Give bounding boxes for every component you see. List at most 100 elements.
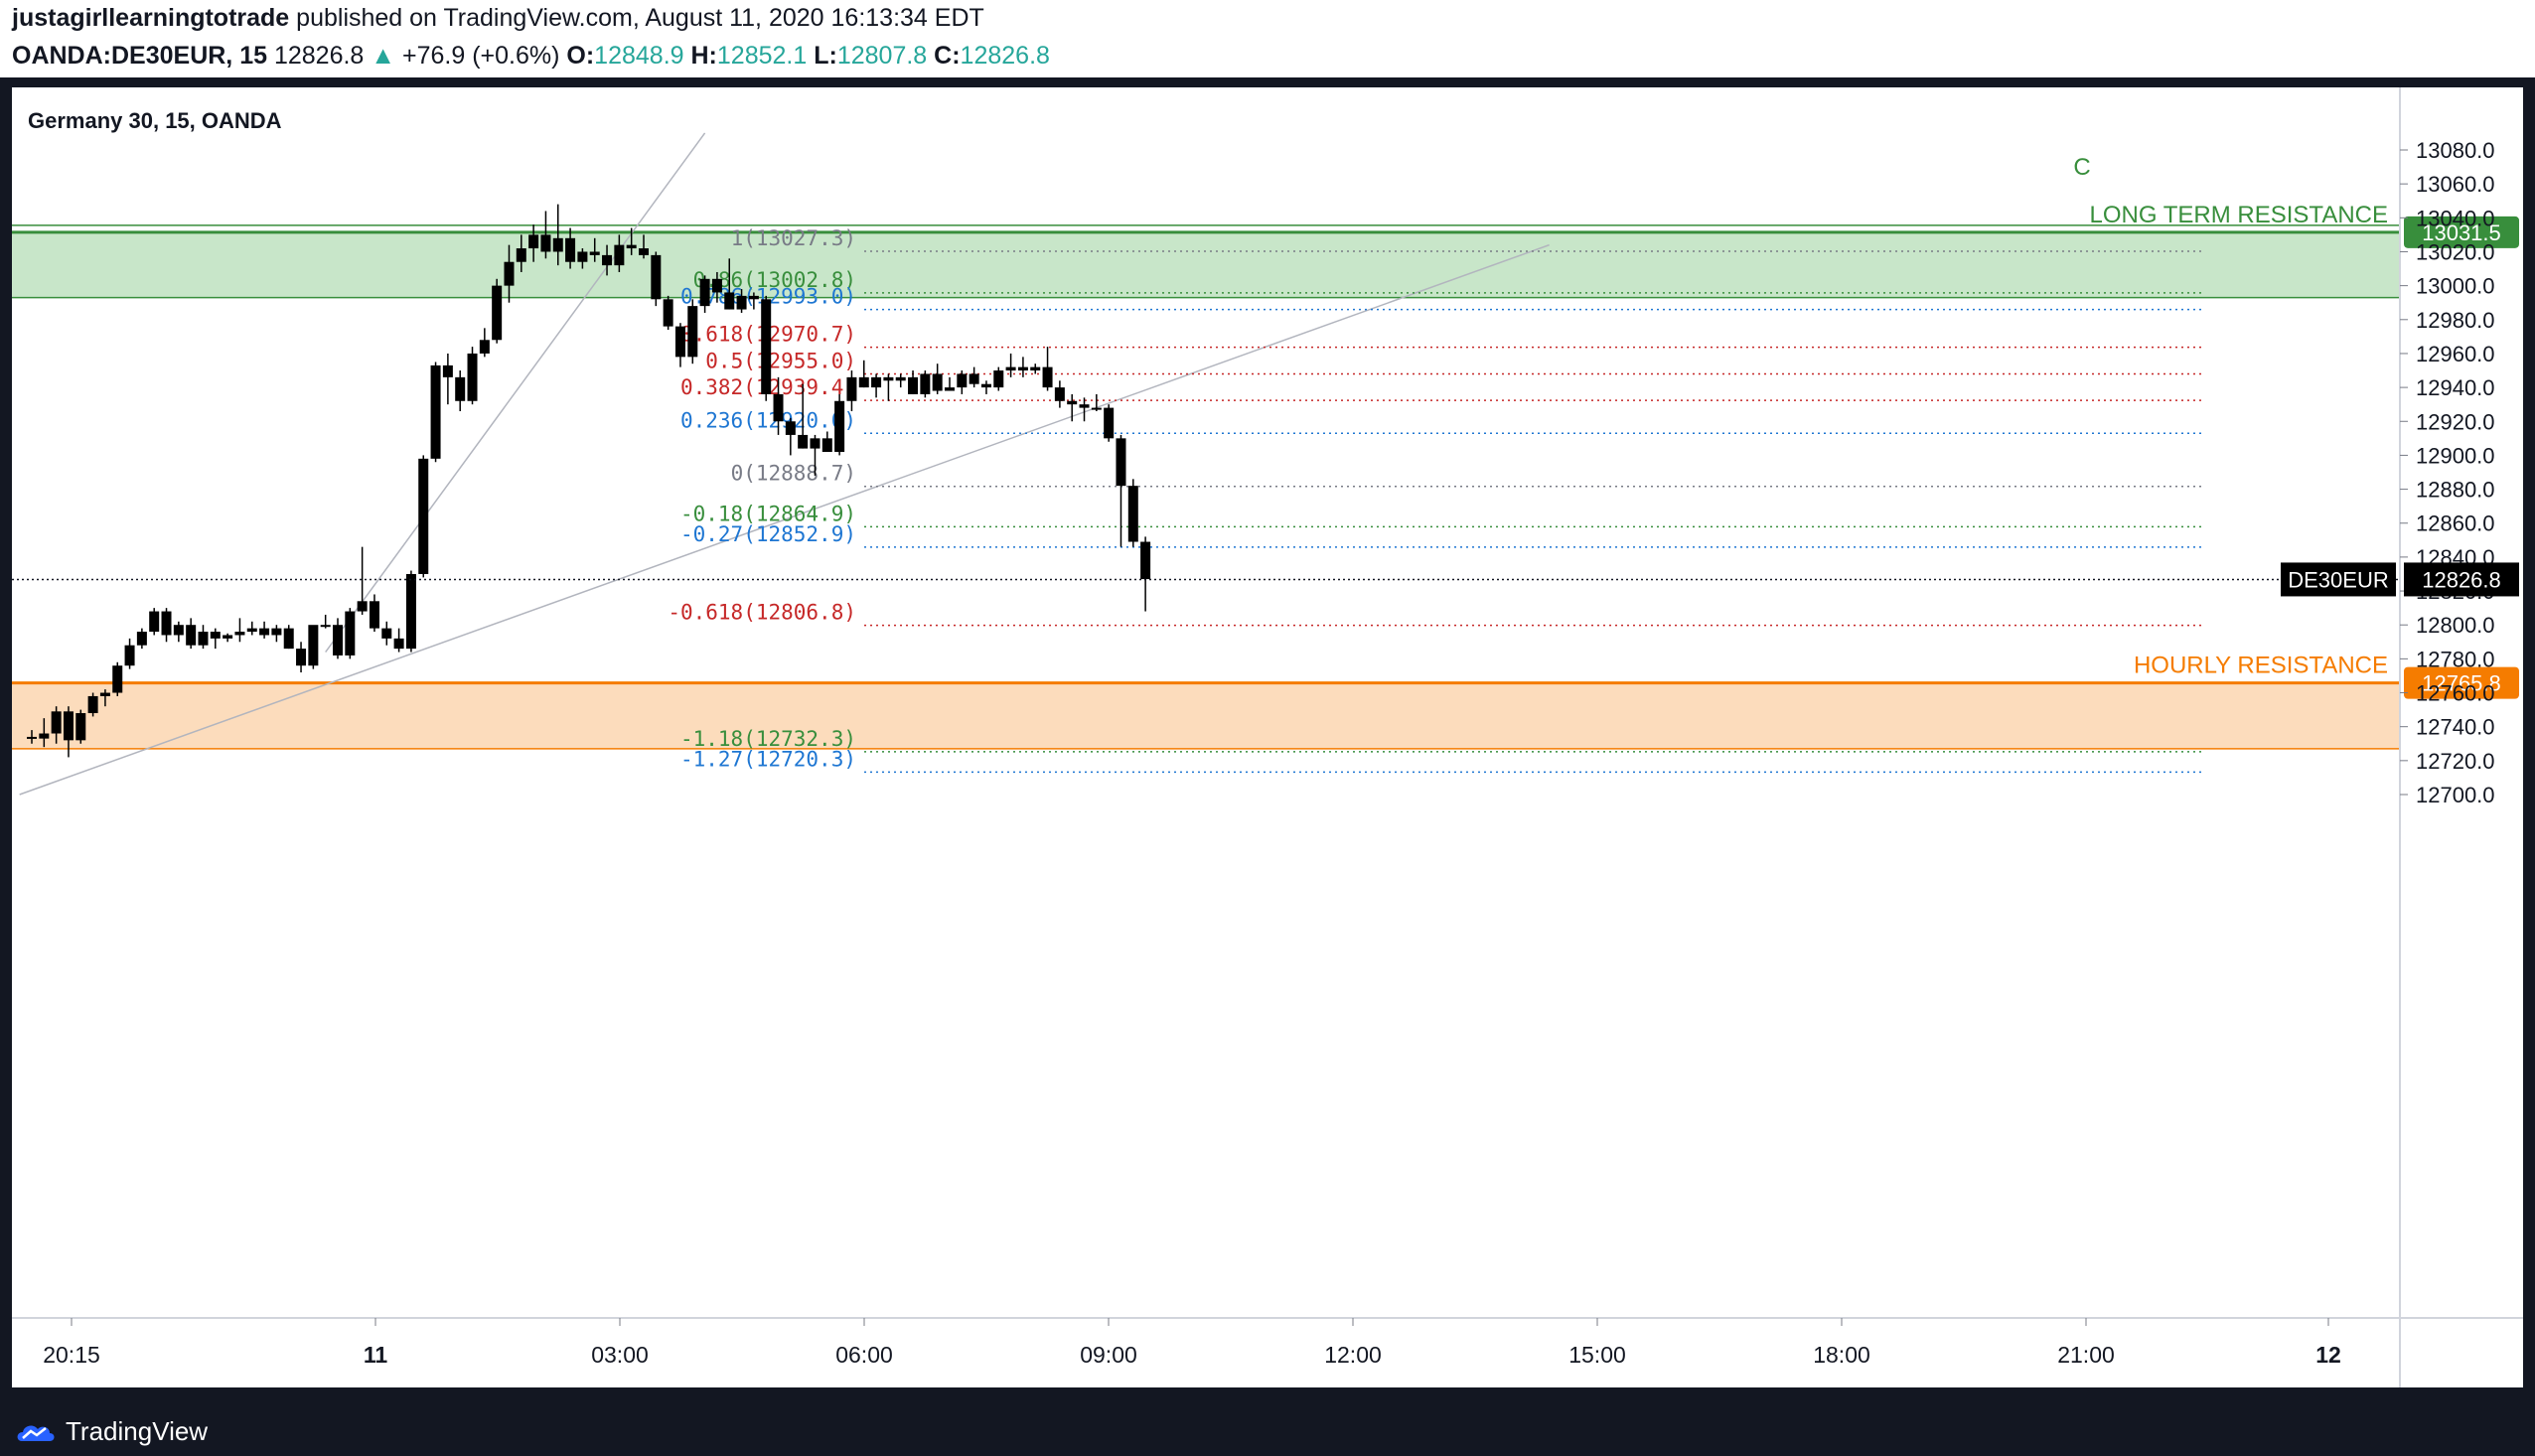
time-tick-label: 20:15 [43, 1342, 100, 1368]
last-price: 12826.8 [273, 42, 365, 70]
price-tick-label: 12700.0 [2416, 783, 2495, 807]
tradingview-logo[interactable]: TradingView [14, 1416, 208, 1447]
candle-body [945, 387, 955, 391]
footer-bar: TradingView [0, 1402, 2535, 1456]
candle-body [467, 353, 478, 401]
published-text: published on TradingView.com, August 11,… [296, 4, 984, 32]
candle-body [1017, 366, 1028, 371]
price-tick-label: 12720.0 [2416, 749, 2495, 774]
current-price-layer: DE30EUR 12826.8 [12, 562, 2519, 597]
open-label: O: [566, 42, 595, 70]
candle-body [455, 376, 466, 401]
candle-body [639, 248, 649, 255]
close-value: 12826.8 [960, 42, 1050, 70]
open-value: 12848.9 [594, 42, 684, 70]
zone-label: HOURLY RESISTANCE [2134, 653, 2388, 679]
candle-body [124, 645, 135, 666]
symbol-label: OANDA:DE30EUR, 15 [12, 42, 268, 70]
candle-body [908, 376, 919, 394]
zone-price-label: 13031.5 [2422, 220, 2501, 245]
candle-body [785, 421, 796, 435]
candle-body [442, 364, 453, 377]
time-axis[interactable]: 20:15 11 03:00 06:00 09:00 12:00 15:00 18:00 21:… [43, 1318, 2341, 1368]
close-label: C: [934, 42, 961, 70]
candle-body [626, 244, 637, 249]
candle-body [357, 601, 368, 612]
candle-body [516, 248, 526, 262]
price-tick-label: 12880.0 [2416, 478, 2495, 503]
candle-body [27, 736, 37, 739]
candle-body [846, 376, 857, 401]
price-tick-label: 13060.0 [2416, 172, 2495, 197]
price-tick-label: 12900.0 [2416, 443, 2495, 468]
candle-body [320, 625, 331, 628]
candle-body [308, 625, 319, 666]
price-tick-label: 12980.0 [2416, 308, 2495, 333]
candle-body [234, 632, 245, 636]
price-tick-label: 12940.0 [2416, 375, 2495, 400]
candle-body [492, 285, 503, 341]
time-tick-label: 11 [364, 1342, 388, 1368]
candle-body [296, 649, 307, 666]
candle-body [63, 711, 74, 741]
high-label: H: [690, 42, 717, 70]
candle-body [198, 632, 209, 646]
chart-panel[interactable]: LONG TERM RESISTANCE C 13031.5 HOURLY RESIS… [0, 77, 2535, 1416]
candle-body [161, 611, 172, 636]
candles-layer [27, 204, 1151, 758]
fib-level-label: 1(13027.3) [731, 226, 856, 250]
candle-body [418, 458, 429, 574]
resistance-zone [12, 231, 2400, 298]
price-tick-label: 13020.0 [2416, 239, 2495, 264]
candle-body [761, 299, 772, 394]
candle-body [1091, 407, 1102, 410]
chart-title: Germany 30, 15, OANDA [28, 108, 282, 133]
price-tick-label: 12920.0 [2416, 409, 2495, 434]
candle-body [381, 628, 392, 639]
author-name[interactable]: justagirllearningtotrade [12, 4, 290, 32]
up-arrow-icon: ▲ [371, 42, 396, 70]
fib-level-label: -0.27(12852.9) [680, 522, 856, 546]
candle-body [39, 733, 50, 739]
candle-body [674, 326, 685, 358]
fib-level-label: -1.18(12732.3) [680, 727, 856, 751]
low-label: L: [814, 42, 837, 70]
candle-body [577, 251, 588, 262]
candle-body [173, 625, 184, 636]
trendline [325, 132, 706, 653]
price-tick-label: 13040.0 [2416, 206, 2495, 230]
zone-label: LONG TERM RESISTANCE [2090, 202, 2389, 228]
time-tick-label: 09:00 [1080, 1342, 1137, 1368]
candle-body [136, 632, 147, 646]
candle-body [895, 376, 906, 381]
price-tick-label: 12760.0 [2416, 681, 2495, 706]
candle-body [821, 438, 832, 453]
candle-body [369, 601, 379, 629]
fib-layer: 1(13027.3)0.86(13002.8)0.786(12993.0)0.6… [668, 226, 2201, 774]
fib-level-label: 0(12888.7) [731, 462, 856, 486]
candle-body [540, 234, 551, 252]
ohlc-line: OANDA:DE30EUR, 15 12826.8 ▲ +76.9 (+0.6%… [12, 42, 1050, 71]
candle-body [980, 383, 991, 388]
candle-body [259, 628, 270, 636]
zone-price-tag [2404, 666, 2519, 699]
price-tick-label: 12960.0 [2416, 342, 2495, 366]
candle-body [871, 376, 882, 388]
candle-body [687, 306, 698, 358]
candle-body [75, 713, 86, 741]
candle-body [614, 244, 625, 266]
candle-body [51, 711, 62, 734]
publish-header: justagirllearningtotrade published on Tr… [0, 0, 2535, 77]
brand-text: TradingView [66, 1416, 209, 1446]
current-symbol-tag [2281, 562, 2396, 597]
candle-body [246, 628, 257, 633]
candle-body [283, 628, 294, 650]
candle-body [932, 373, 943, 391]
candle-body [1104, 407, 1115, 439]
fib-level-label: 0.236(12920.0) [680, 408, 856, 432]
candle-body [552, 237, 563, 252]
candle-body [773, 393, 784, 422]
price-axis[interactable]: 12700.0 12720.0 12740.0 12760.0 12780.0 12800… [2400, 138, 2495, 807]
